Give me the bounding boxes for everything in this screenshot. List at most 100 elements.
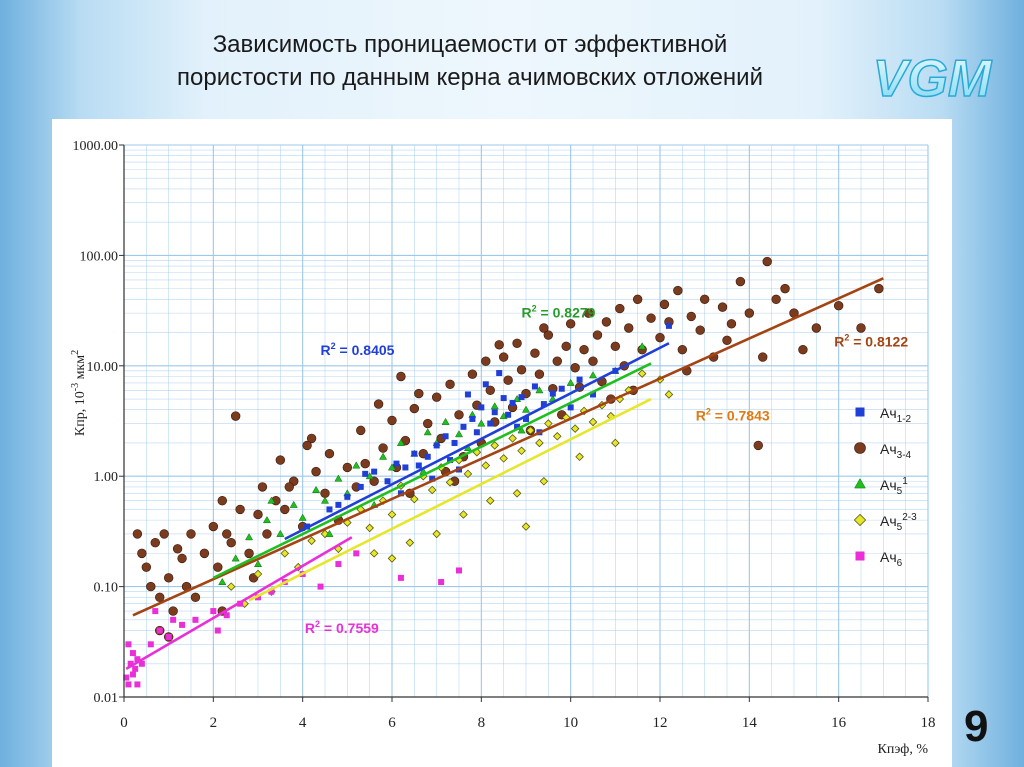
data-point [280, 504, 290, 515]
r2-value: = 0.7843 [711, 407, 770, 423]
trend-lines [125, 277, 884, 670]
slide-title-line2: пористости по данным керна ачимовских от… [177, 64, 763, 91]
data-point [744, 308, 755, 318]
r2-letter: R [834, 333, 844, 349]
data-point [482, 381, 489, 388]
data-point [262, 516, 271, 524]
x-tick-label: 0 [120, 715, 128, 731]
data-point [397, 574, 404, 581]
x-tick-label: 8 [478, 715, 486, 731]
data-point [190, 592, 201, 602]
data-point [632, 294, 643, 305]
data-point [567, 404, 574, 411]
data-point [517, 426, 526, 434]
y-tick-label: 1.00 [94, 470, 119, 485]
data-point [267, 496, 276, 504]
data-point [558, 385, 565, 392]
y-tick-label: 0.10 [94, 581, 119, 596]
r2-label-3: R2 = 0.7843 [696, 406, 770, 423]
data-point [473, 429, 480, 436]
data-point [371, 468, 378, 475]
data-point [393, 460, 400, 467]
legend-label-base: Ач [880, 549, 897, 565]
legend-marker [853, 513, 867, 527]
data-point [302, 440, 312, 451]
data-point [500, 395, 507, 402]
data-point [478, 404, 485, 411]
data-point [539, 476, 549, 486]
data-point [415, 462, 422, 469]
data-point [379, 452, 388, 460]
data-point [505, 411, 512, 418]
data-point [535, 386, 544, 394]
data-point [498, 352, 509, 362]
data-point [397, 490, 404, 497]
page-number: 9 [964, 702, 989, 751]
data-point [262, 529, 272, 539]
data-point [387, 463, 397, 471]
data-point [431, 392, 442, 402]
data-point [352, 461, 361, 469]
legend-marker [855, 407, 865, 417]
legend-label: Ач6 [880, 549, 903, 569]
data-point [199, 548, 210, 559]
data-point [409, 403, 420, 414]
data-point [447, 457, 454, 464]
series-points-4 [123, 550, 462, 688]
data-point [402, 464, 409, 471]
y-title-exp2: 2 [70, 350, 81, 355]
x-tick-label: 16 [831, 715, 847, 731]
trend-line-1 [132, 277, 884, 617]
data-point [427, 485, 437, 495]
r2-letter: R [321, 342, 331, 358]
data-point [410, 494, 419, 504]
data-point [226, 537, 236, 548]
data-point [485, 385, 495, 395]
legend-label-base: Ач [880, 441, 897, 457]
data-point [253, 569, 263, 579]
data-point [168, 606, 178, 616]
vgm-logo: VGM [872, 49, 994, 108]
data-point [735, 276, 746, 287]
legend-label-base: Ач [880, 477, 897, 493]
data-point [165, 633, 172, 640]
data-point [481, 356, 491, 366]
data-point [610, 341, 621, 352]
data-point [481, 461, 491, 470]
data-point [637, 369, 647, 378]
data-point [275, 455, 286, 465]
data-point [646, 313, 656, 323]
r2-letter: R [305, 620, 315, 636]
y-title-exp1: -3 [70, 383, 81, 391]
r2-value: = 0.8279 [537, 304, 596, 320]
data-point [156, 627, 163, 634]
data-point [552, 431, 562, 441]
legend-marker [854, 478, 866, 489]
data-point [565, 319, 576, 329]
data-point [508, 434, 517, 443]
data-point [214, 627, 221, 634]
y-axis-title: Кпр, 10-3 мкм2 [70, 350, 88, 436]
data-point [441, 417, 450, 425]
data-point [686, 311, 696, 322]
data-point [210, 608, 217, 615]
data-point [423, 418, 433, 429]
data-point [615, 303, 625, 314]
data-point [134, 681, 141, 688]
data-point [208, 521, 219, 532]
r2-exponent: 2 [315, 619, 320, 629]
data-point [874, 283, 884, 294]
data-point [137, 548, 147, 559]
data-point [445, 478, 455, 487]
data-point [454, 430, 464, 438]
x-tick-label: 12 [653, 715, 668, 731]
data-point [771, 294, 781, 305]
data-point [460, 423, 467, 430]
chart-svg: 0 2 4 6 8 10 12 14 16 180.010.101.0010.00100.0010… [70, 139, 936, 757]
data-point [451, 439, 458, 446]
legend-label-sub: 1-2 [897, 414, 912, 425]
data-point [411, 450, 418, 457]
trend-line-3 [248, 397, 652, 602]
